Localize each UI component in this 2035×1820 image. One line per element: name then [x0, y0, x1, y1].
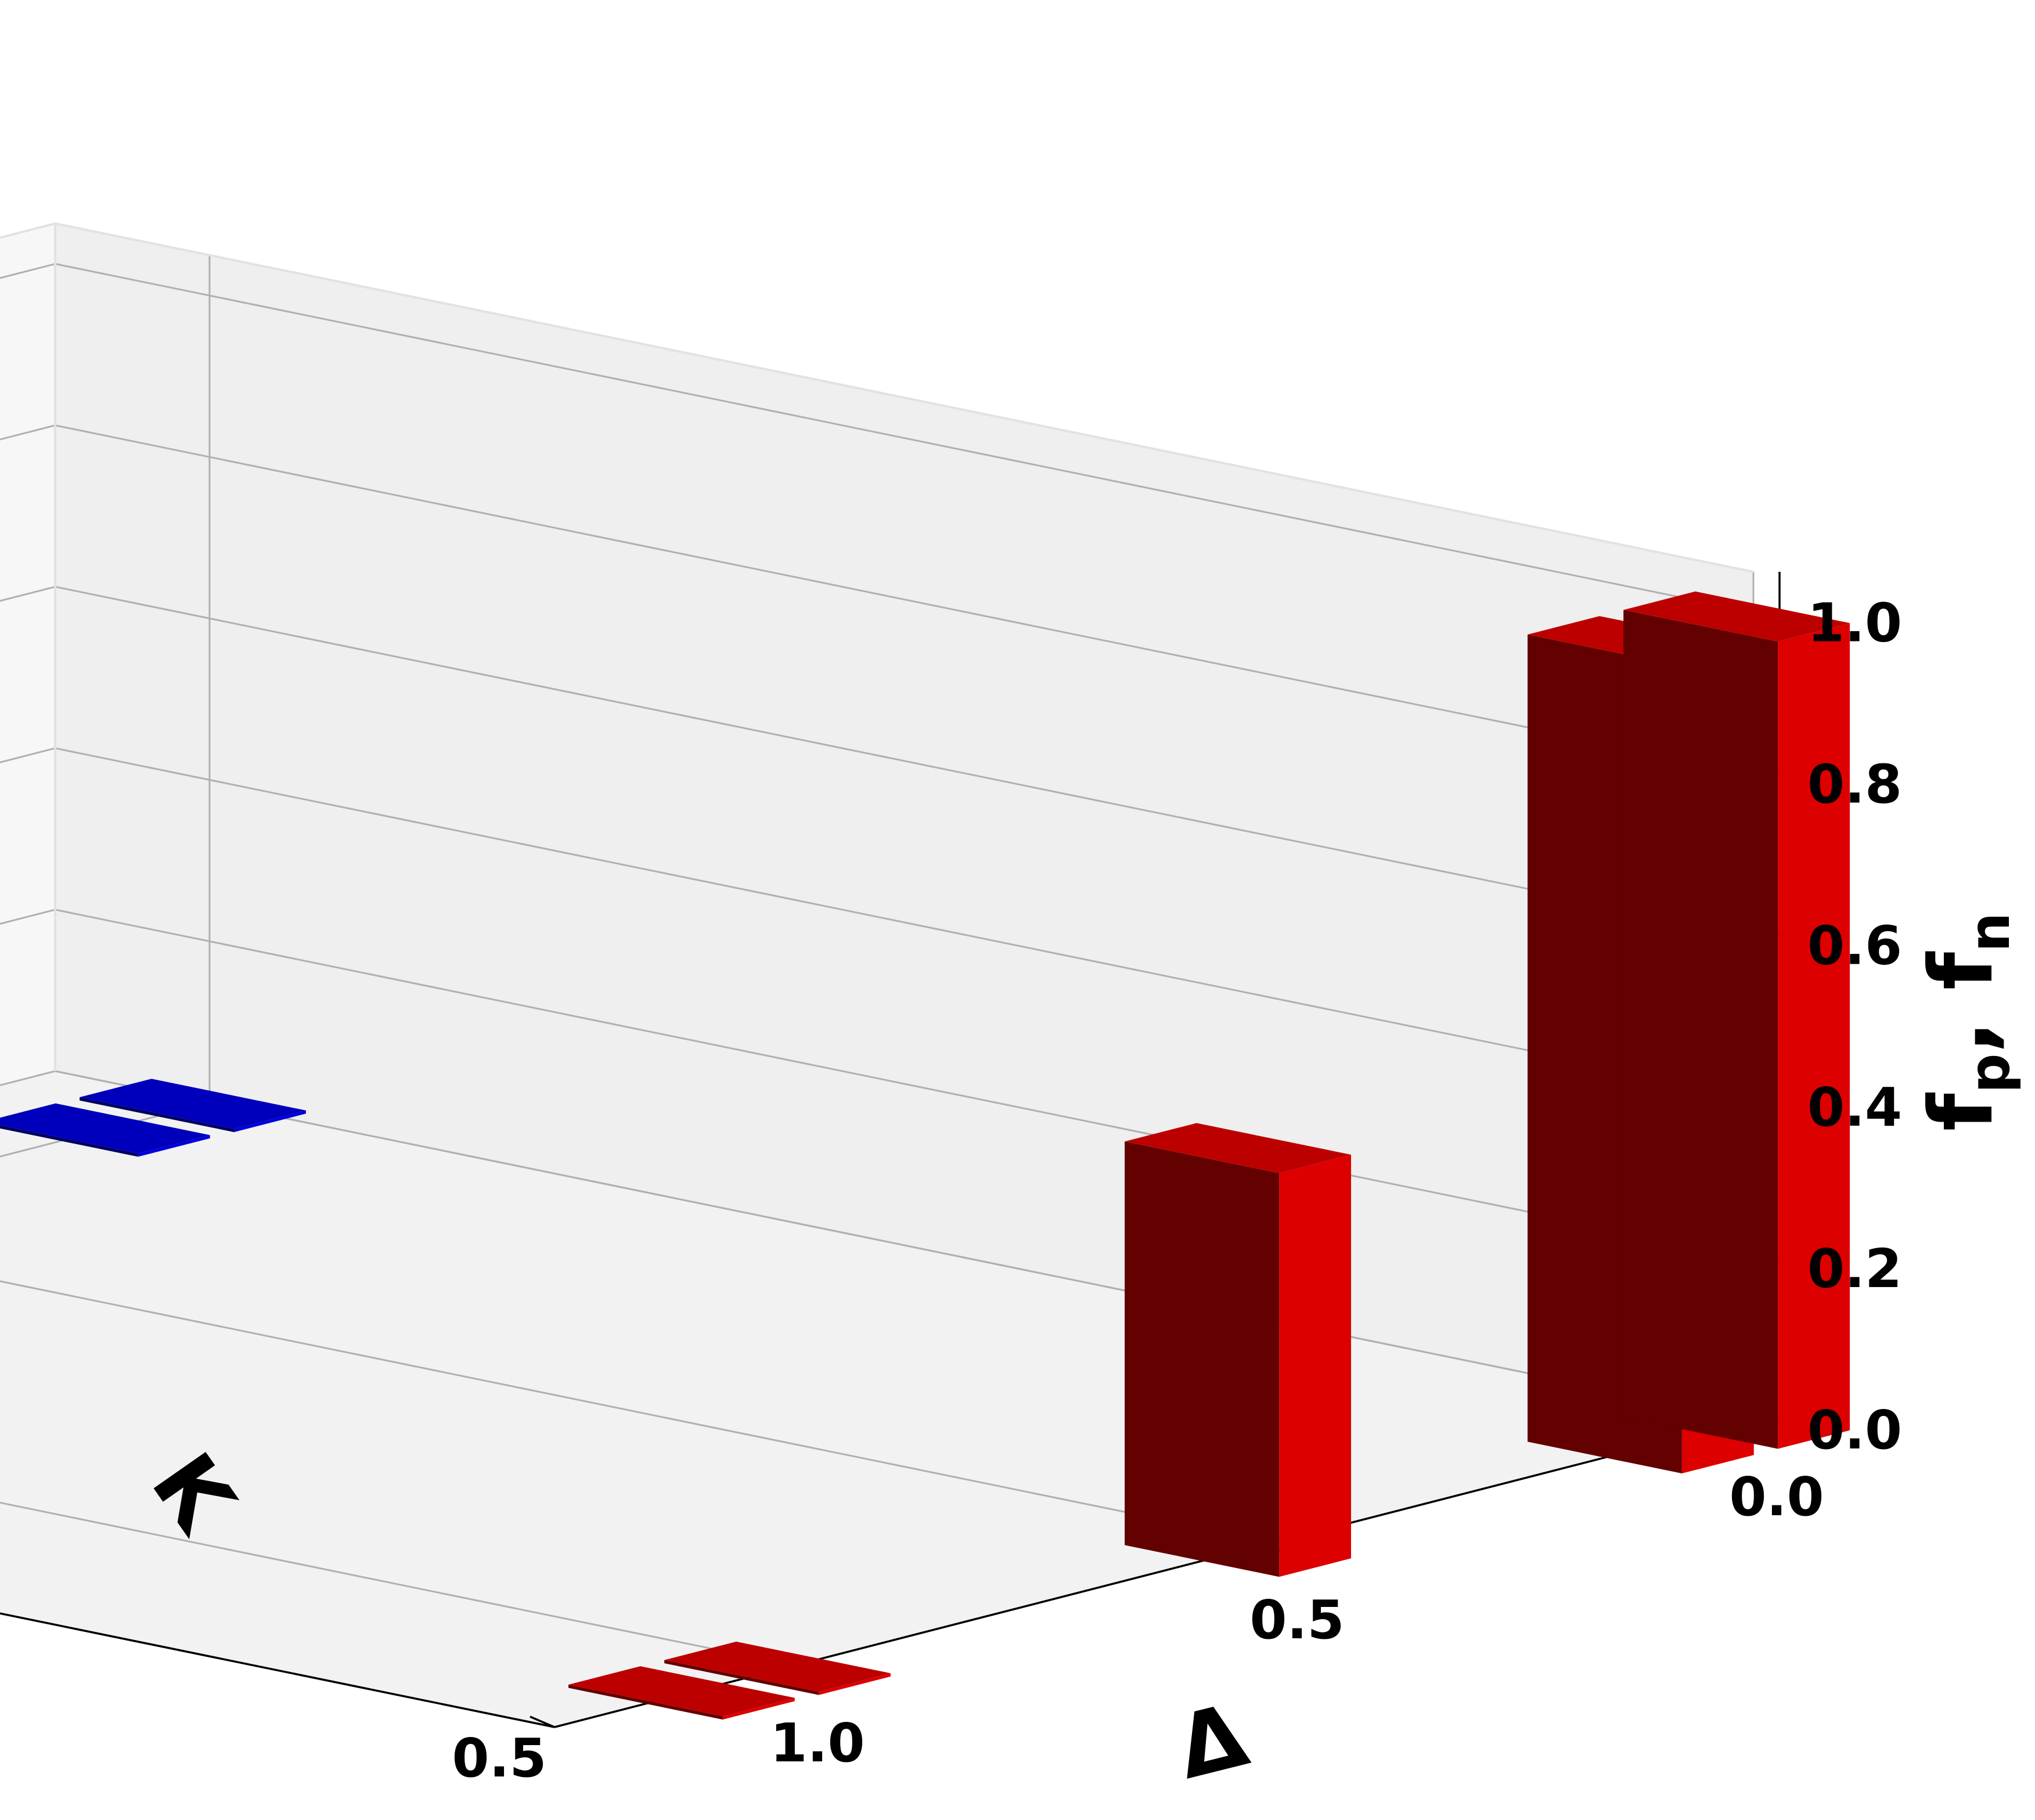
grid-line-y — [0, 1102, 210, 1158]
z-tick-label: 0.2 — [1807, 1238, 1902, 1300]
grid-line-z — [55, 263, 1754, 613]
bar-side — [80, 1097, 234, 1133]
bars — [0, 591, 1850, 1720]
tick-labels: 0.00.51.00.51.00.00.20.40.60.81.0 — [452, 592, 1902, 1789]
bar-front — [1279, 1155, 1351, 1577]
axis-panes — [0, 224, 1753, 1727]
y-tick-label: 0.5 — [452, 1727, 547, 1789]
z-axis-title-sub2: n — [1957, 913, 2022, 952]
grid-line-z — [55, 424, 1754, 775]
grid-line-x — [0, 1501, 795, 1667]
grid-line-x — [55, 1070, 1754, 1421]
bar-0-3 — [0, 1103, 210, 1157]
y-tick-mark — [530, 1716, 555, 1728]
bar-front — [138, 1135, 210, 1157]
bar-1-1 — [664, 1641, 891, 1695]
x-axis-title: Δ — [1167, 1685, 1257, 1799]
bar-1-4 — [1623, 591, 1850, 1449]
z-axis-title-sub1: p — [1957, 1053, 2022, 1093]
bar-side — [568, 1684, 723, 1720]
bar-side — [0, 1125, 138, 1157]
bar-front — [234, 1110, 306, 1133]
y-axis-line — [0, 1612, 555, 1728]
bar-top — [568, 1666, 795, 1717]
back-pane-k — [0, 224, 55, 1086]
bar-side — [1125, 1141, 1280, 1577]
x-tick-label: 0.0 — [1730, 1466, 1824, 1528]
z-tick-label: 1.0 — [1807, 592, 1902, 654]
z-axis-title: fp, fn — [1911, 913, 2022, 1131]
bar-top — [1623, 591, 1850, 642]
bar-front — [1778, 623, 1850, 1449]
bar-front — [722, 1698, 795, 1720]
z-axis-title-f2: f — [1911, 951, 2012, 990]
bar-0-4 — [80, 1079, 306, 1133]
z-tick-label: 0.0 — [1807, 1399, 1902, 1461]
grid-line-z — [55, 909, 1754, 1259]
z-tick-label: 0.4 — [1807, 1076, 1902, 1138]
floor-pane — [0, 1071, 1753, 1727]
bar-1-2 — [1125, 1123, 1351, 1577]
bar-top — [80, 1079, 306, 1129]
bar-side — [1623, 610, 1778, 1449]
pane-edge — [55, 222, 1754, 573]
x-tick-label: 1.0 — [770, 1712, 865, 1774]
z-tick-label: 0.8 — [1807, 754, 1902, 816]
bar-side — [664, 1660, 819, 1695]
z-tick-label: 0.6 — [1807, 915, 1902, 977]
bar-front — [819, 1673, 891, 1695]
z-axis-title-f1: f — [1911, 1092, 2012, 1131]
x-tick-label: 0.5 — [1250, 1589, 1345, 1651]
bar-top — [0, 1103, 210, 1154]
z-axis-title-sep: , — [1911, 990, 2012, 1053]
bar-top — [664, 1641, 891, 1692]
grid-line-z — [55, 747, 1754, 1098]
grid-line-z — [55, 586, 1754, 936]
bar-top — [1125, 1123, 1351, 1173]
grid-line-x — [0, 1280, 1274, 1544]
back-pane-delta — [55, 224, 1753, 1419]
bar-1-0 — [568, 1666, 795, 1720]
